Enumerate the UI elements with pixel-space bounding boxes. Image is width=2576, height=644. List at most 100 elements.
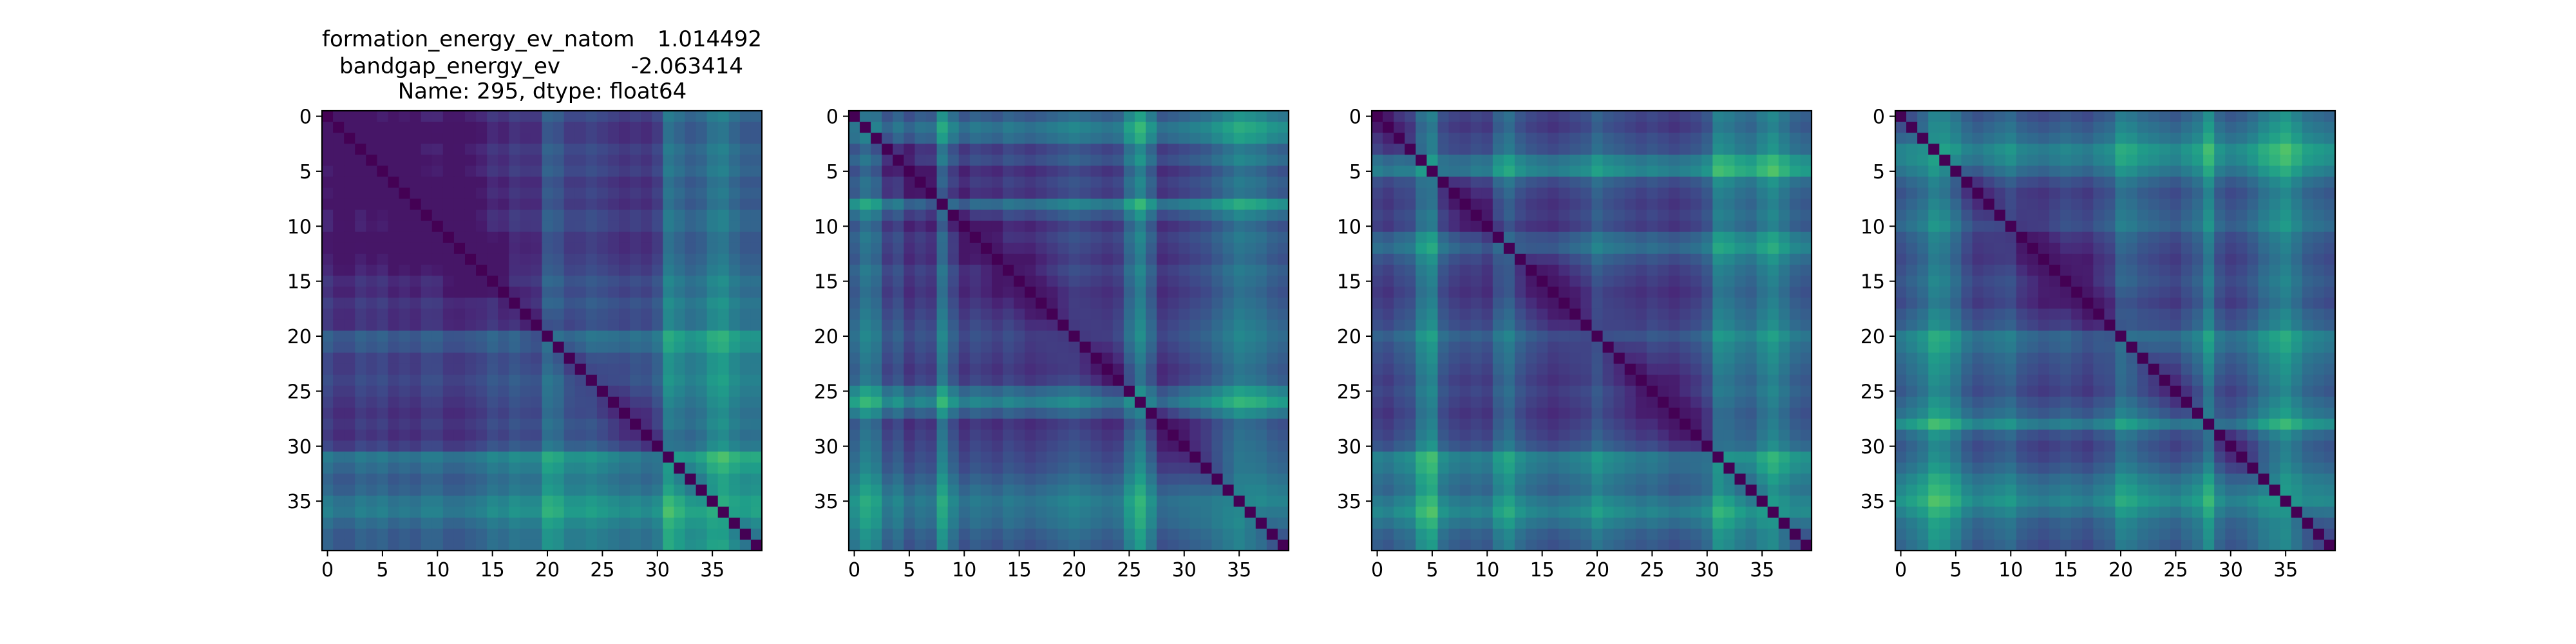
heatmap-cell [1146, 484, 1157, 497]
heatmap-cell [1068, 528, 1081, 540]
heatmap-cell [355, 187, 366, 200]
heatmap-cell [849, 517, 860, 529]
heatmap-cell [706, 473, 719, 486]
heatmap-cell [520, 539, 532, 551]
heatmap-cell [2324, 111, 2336, 122]
heatmap-cell [1036, 220, 1047, 232]
heatmap-cell [574, 144, 587, 155]
heatmap-cell [1514, 242, 1526, 254]
heatmap-cell [991, 385, 1003, 397]
heatmap-cell [728, 308, 741, 321]
heatmap-cell [914, 155, 927, 166]
heatmap-cell [980, 187, 992, 200]
heatmap-cell [1646, 276, 1658, 287]
heatmap-cell [1580, 220, 1593, 232]
heatmap-cell [739, 484, 752, 497]
heatmap-cell [1569, 341, 1582, 354]
heatmap-cell [453, 517, 466, 529]
heatmap-cell [1101, 144, 1113, 155]
heatmap-cell [991, 419, 1003, 430]
heatmap-cell [1255, 166, 1267, 178]
heatmap-cell [1470, 451, 1482, 463]
heatmap-cell [1233, 209, 1245, 222]
x-tick-label: 0 [321, 559, 334, 582]
heatmap-cell [849, 352, 860, 365]
heatmap-cell [421, 374, 433, 386]
heatmap-cell [520, 352, 532, 365]
heatmap-cell [607, 298, 620, 309]
heatmap-cell [696, 396, 708, 408]
heatmap-cell [739, 419, 752, 430]
heatmap-cell [553, 133, 565, 144]
heatmap-cell [1669, 539, 1680, 551]
heatmap-cell [882, 352, 893, 365]
heatmap-cell [1613, 528, 1625, 540]
heatmap-cell [1079, 187, 1092, 200]
heatmap-cell [980, 144, 992, 155]
heatmap-cell [860, 166, 871, 178]
heatmap-cell [663, 363, 674, 375]
heatmap-cell [1602, 363, 1615, 375]
heatmap-cell [1134, 363, 1146, 375]
heatmap-cell [1266, 430, 1278, 441]
heatmap-cell [696, 385, 708, 397]
heatmap-cell [696, 231, 708, 243]
heatmap-cell [1548, 352, 1559, 365]
heatmap-cell [1580, 155, 1593, 166]
heatmap-cell [1222, 298, 1235, 309]
heatmap-cell [1266, 133, 1278, 144]
heatmap-cell [980, 298, 992, 309]
heatmap-cell [1800, 144, 1812, 155]
heatmap-cell [1503, 330, 1515, 343]
heatmap-cell [1778, 166, 1790, 178]
y-tick-label: 35 [1337, 491, 1361, 513]
heatmap-cell [1470, 385, 1482, 397]
heatmap-cell [1394, 198, 1405, 211]
heatmap-cell [674, 517, 686, 529]
heatmap-cell [1756, 517, 1768, 529]
heatmap-cell [1025, 419, 1036, 430]
heatmap-cell [1591, 484, 1604, 497]
heatmap-cell [1123, 287, 1135, 298]
heatmap-cell [1146, 220, 1157, 232]
heatmap-cell [696, 517, 708, 529]
heatmap-cell [717, 298, 730, 309]
heatmap-cell [1222, 265, 1235, 276]
heatmap-cell [542, 528, 554, 540]
heatmap-cell [607, 265, 620, 276]
heatmap-cell [1690, 209, 1702, 222]
heatmap-cell [431, 209, 444, 222]
heatmap-cell [1405, 209, 1416, 222]
heatmap-cell [696, 330, 708, 343]
heatmap-cell [453, 220, 466, 232]
heatmap-cell [1690, 396, 1702, 408]
heatmap-cell [1277, 528, 1289, 540]
heatmap-cell [1613, 539, 1625, 551]
heatmap-cell [431, 308, 444, 321]
heatmap-cell [969, 155, 981, 166]
heatmap-cell [1168, 330, 1179, 343]
heatmap-cell [487, 198, 498, 211]
heatmap-cell [1255, 176, 1267, 189]
heatmap-cell [1635, 198, 1647, 211]
heatmap-cell [893, 166, 904, 178]
heatmap-cell [355, 539, 366, 551]
heatmap-cell [925, 187, 938, 200]
heatmap-cell [1189, 287, 1201, 298]
heatmap-cell [1168, 396, 1179, 408]
heatmap-cell [663, 341, 674, 354]
heatmap-cell [1734, 133, 1747, 144]
heatmap-cell [1459, 276, 1472, 287]
heatmap-cell [1068, 473, 1081, 486]
heatmap-cell [1372, 133, 1383, 144]
heatmap-cell [1800, 374, 1812, 386]
heatmap-cell [969, 209, 981, 222]
heatmap-cell [355, 330, 366, 343]
heatmap-cell [1712, 287, 1724, 298]
heatmap-cell [2192, 122, 2204, 133]
heatmap-cell [509, 539, 520, 551]
y-tick-label: 10 [814, 216, 838, 238]
heatmap-cell [1146, 176, 1157, 189]
heatmap-cell [860, 242, 871, 254]
heatmap-cell [674, 209, 686, 222]
